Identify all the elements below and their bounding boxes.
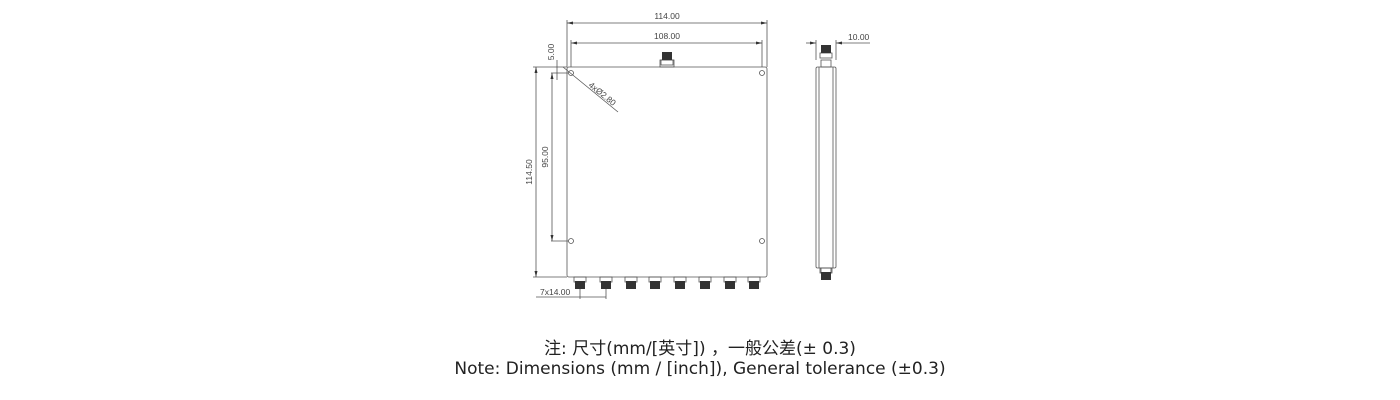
mounting-hole: [568, 70, 574, 76]
sma-connector: [624, 276, 638, 289]
sma-connector: [819, 45, 833, 59]
sma-connector: [573, 276, 587, 289]
dim-overall-width: 114.00: [654, 11, 680, 21]
mounting-hole: [568, 238, 574, 244]
connector-group: [573, 45, 833, 289]
sma-connector: [673, 276, 687, 289]
dim-port-pitch: 7x14.00: [540, 287, 571, 297]
caption-chinese: 注: 尺寸(mm/[英寸]) ，一般公差(± 0.3): [544, 339, 856, 359]
sma-connector: [747, 276, 761, 289]
sma-connector: [819, 267, 833, 280]
arrowheads: [534, 21, 842, 277]
dim-hole-spec: 4xØ2.80: [587, 80, 618, 108]
sma-connector: [698, 276, 712, 289]
dim-overall-height: 114.50: [524, 159, 534, 185]
sma-connector: [723, 276, 737, 289]
caption-english: Note: Dimensions (mm / [inch]), General …: [454, 359, 946, 379]
dim-thickness: 10.00: [848, 32, 870, 42]
dim-hole-spacing-width: 108.00: [654, 31, 680, 41]
mounting-hole: [759, 238, 765, 244]
sma-connector: [660, 52, 674, 66]
sma-connector: [648, 276, 662, 289]
sma-connector: [599, 276, 613, 289]
mounting-hole: [759, 70, 765, 76]
dim-hole-offset: 5.00: [546, 43, 556, 60]
front-view-body: [566, 66, 768, 278]
dim-hole-spacing-height: 95.00: [540, 146, 550, 168]
